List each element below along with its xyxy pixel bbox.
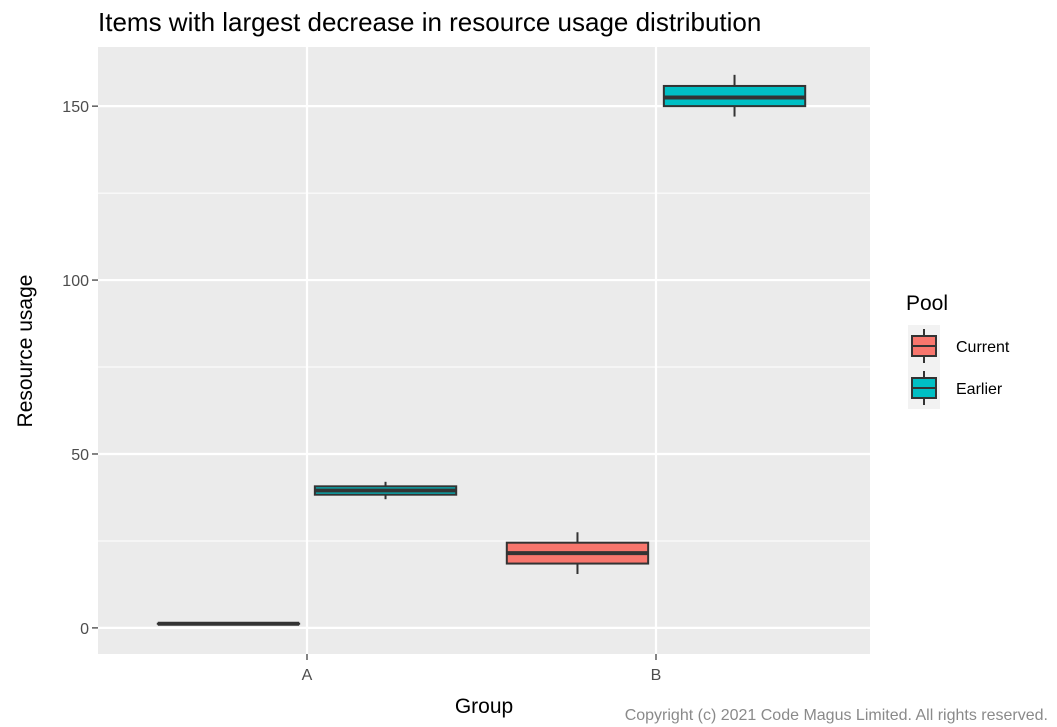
y-axis-title: Resource usage <box>14 275 37 428</box>
y-tick-label: 0 <box>80 621 89 638</box>
legend-title: Pool <box>906 292 948 315</box>
plot-panel <box>98 47 870 654</box>
copyright-text: Copyright (c) 2021 Code Magus Limited. A… <box>625 707 1048 724</box>
x-axis-title: Group <box>455 695 513 718</box>
legend-label-earlier: Earlier <box>956 381 1003 398</box>
x-tick-label: B <box>651 667 662 684</box>
y-tick-label: 100 <box>62 273 89 290</box>
legend: Current Earlier <box>908 325 1010 409</box>
x-tick-label: A <box>302 667 313 684</box>
legend-label-current: Current <box>956 339 1010 356</box>
y-tick-label: 50 <box>71 447 89 464</box>
chart-title: Items with largest decrease in resource … <box>98 7 761 37</box>
y-tick-label: 150 <box>62 99 89 116</box>
